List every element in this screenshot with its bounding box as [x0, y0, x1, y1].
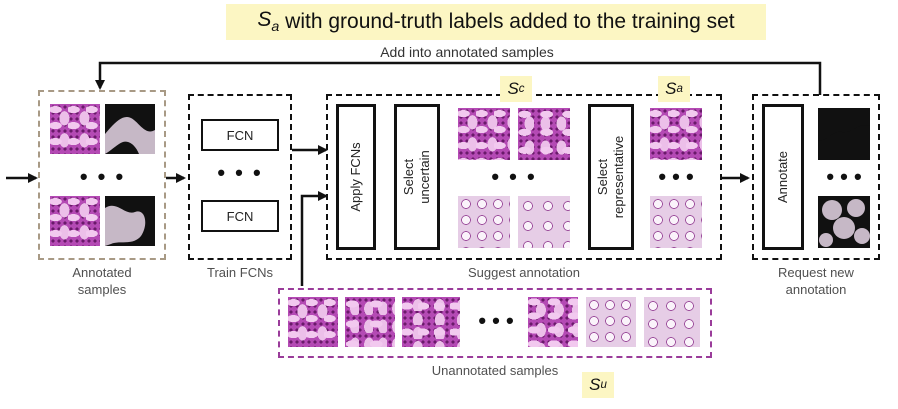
feedback-arrow — [95, 61, 822, 95]
unannotated-image-3 — [402, 297, 460, 347]
representative-image-1 — [650, 108, 702, 160]
unannotated-samples-label: Unannotated samples — [431, 363, 559, 378]
fcn-label-2: FCN — [226, 208, 254, 224]
new-mask-2 — [818, 196, 870, 248]
apply-fcns-label: Apply FCNs — [348, 142, 363, 212]
representative-ellipsis: • • • — [658, 164, 694, 189]
request-annotation-label: Request new annotation — [778, 265, 854, 297]
unannotated-image-1 — [288, 297, 338, 347]
diagram-title: Sa with ground-truth labels added to the… — [226, 4, 766, 40]
uncertain-image-4 — [518, 196, 570, 248]
mask-shape-2 — [105, 205, 146, 246]
select-uncertain-block: Select uncertain — [394, 104, 440, 250]
fcn-ellipsis: • • • — [217, 160, 263, 185]
new-mask-1 — [818, 108, 870, 160]
train-fcns-label: Train FCNs — [207, 265, 273, 280]
select-uncertain-label: Select uncertain — [401, 150, 432, 204]
unannotated-samples-box — [278, 288, 712, 358]
annotated-image-1 — [50, 104, 100, 154]
uncertain-image-3 — [458, 196, 510, 248]
annotated-samples-label: Annotated samples — [72, 265, 132, 297]
unannotated-ellipsis: • • • — [478, 308, 514, 333]
unannotated-image-5 — [586, 297, 636, 347]
annotate-block: Annotate — [762, 104, 804, 250]
unannotated-image-2 — [345, 297, 395, 347]
unannotated-image-6 — [644, 297, 700, 347]
request-ellipsis: • • • — [826, 164, 862, 189]
annotated-ellipsis: • • • — [79, 164, 126, 189]
title-text: with ground-truth labels added to the tr… — [279, 10, 735, 33]
select-representative-label: Select representative — [595, 135, 626, 219]
new-mask-shape-1 — [818, 108, 870, 141]
annotated-mask-1 — [105, 104, 155, 154]
annotated-samples-box — [38, 90, 166, 260]
annotated-mask-2 — [105, 196, 155, 246]
annotate-label: Annotate — [775, 150, 790, 204]
select-representative-block: Select representative — [588, 104, 634, 250]
new-mask-shape-2 — [819, 199, 870, 247]
uncertain-ellipsis: • • • — [491, 164, 537, 189]
mask-shape-1 — [105, 116, 155, 154]
annotated-image-2 — [50, 196, 100, 246]
unannotated-to-suggest-arrow — [300, 191, 328, 286]
train-fcns-box — [188, 94, 292, 260]
uncertain-image-1 — [458, 108, 510, 160]
fcn-label-1: FCN — [226, 127, 254, 143]
unannotated-image-4 — [528, 297, 578, 347]
title-symbol: Sa — [257, 8, 280, 36]
fcn-block-1: FCN — [201, 119, 279, 151]
suggest-annotation-label: Suggest annotation — [467, 265, 581, 280]
fcn-block-2: FCN — [201, 200, 279, 232]
request-annotation-box — [752, 94, 880, 260]
representative-image-2 — [650, 196, 702, 248]
uncertain-image-2 — [518, 108, 570, 160]
apply-fcns-block: Apply FCNs — [336, 104, 376, 250]
feedback-label: Add into annotated samples — [380, 44, 554, 60]
